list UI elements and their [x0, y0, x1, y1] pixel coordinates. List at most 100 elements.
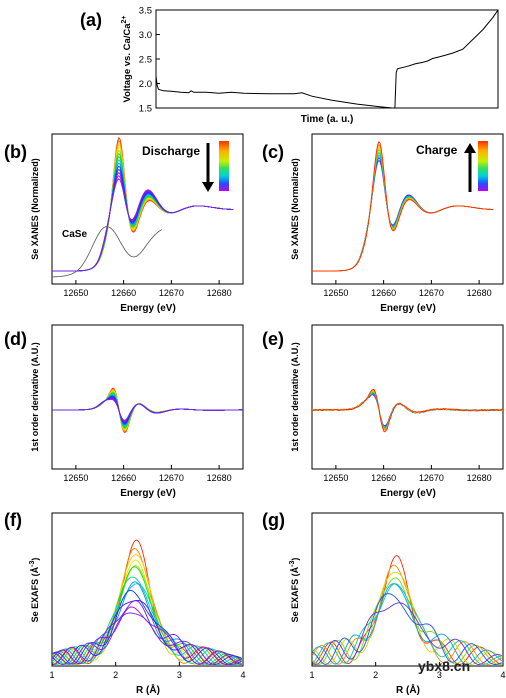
x-axis-label-c: Energy (eV) — [380, 303, 436, 314]
y-axis-label-e: 1st order derivative (A.U.) — [290, 342, 300, 452]
spectrum-b-4 — [52, 149, 234, 272]
arrow-down-icon — [202, 143, 214, 192]
y-axis-label-g-close: ) — [290, 558, 300, 561]
exafs-f-11 — [52, 600, 242, 665]
spectrum-c-7 — [312, 140, 494, 272]
color-scale-bar-b — [219, 141, 229, 191]
watermark: ybx8.cn — [418, 658, 470, 674]
x-tick-label-c-0: 12650 — [323, 288, 348, 298]
exafs-f-13 — [52, 612, 242, 665]
x-axis-label-d: Energy (eV) — [120, 488, 176, 499]
x-axis-label-a: Time (a. u.) — [301, 114, 354, 125]
y-tick-label-a-1: 2.0 — [139, 79, 152, 90]
x-tick-label-d-0: 12650 — [63, 473, 88, 483]
y-axis-ticks-a: 1.5 2.0 2.5 3.0 3.5 — [139, 6, 160, 115]
y-axis-label-f-main: Se EXAFS (Å — [30, 566, 40, 622]
voltage-line-a-1 — [407, 10, 498, 67]
exafs-g-6 — [312, 593, 502, 665]
panel-f: (f) 1 2 3 4 R (Å) Se EXAFS (Å-3) — [4, 510, 246, 696]
x-tick-label-f-3: 4 — [240, 670, 245, 680]
y-axis-label-f: Se EXAFS (Å-3) — [29, 558, 40, 623]
x-tick-label-b-3: 12680 — [207, 288, 232, 298]
x-tick-label-g-3: 4 — [500, 670, 505, 680]
voltage-line-a-0 — [156, 65, 408, 108]
x-tick-label-e-3: 12680 — [467, 473, 492, 483]
exafs-spectra-g — [312, 555, 503, 665]
x-tick-label-f-0: 1 — [49, 670, 54, 680]
x-tick-label-e-0: 12650 — [323, 473, 348, 483]
y-tick-label-a-0: 1.5 — [139, 104, 152, 115]
plot-frame-b — [51, 133, 244, 285]
panel-e: (e) 12650 12660 12670 12680 Energy (eV) 1st… — [262, 324, 504, 499]
derivative-spectra-e — [312, 388, 503, 433]
panel-label-b: (b) — [4, 142, 27, 162]
exafs-g-7 — [312, 602, 502, 665]
y-axis-label-f-sup: -3 — [29, 561, 36, 567]
x-tick-label-e-1: 12660 — [371, 473, 396, 483]
exafs-f-10 — [52, 599, 242, 665]
panel-label-e: (e) — [262, 329, 284, 349]
panel-a: (a) 1.5 2.0 2.5 3.0 3.5 Time (a. u.) Voltage… — [80, 6, 499, 125]
spectrum-b-9 — [52, 165, 234, 272]
exafs-spectra-f — [52, 539, 242, 665]
exafs-g-2 — [312, 571, 503, 665]
spectrum-b-8 — [52, 162, 234, 272]
x-tick-label-g-1: 2 — [373, 670, 378, 680]
spectrum-c-3 — [312, 151, 494, 272]
derivative-e-7 — [312, 388, 503, 433]
exafs-f-7 — [52, 583, 242, 665]
exafs-f-9 — [52, 589, 242, 665]
exafs-g-4 — [312, 583, 502, 665]
exafs-f-5 — [52, 566, 242, 665]
panel-label-d: (d) — [4, 329, 27, 349]
panel-label-a: (a) — [80, 10, 102, 30]
x-tick-label-f-2: 3 — [177, 670, 182, 680]
x-axis-ticks-c: 12650 12660 12670 12680 — [323, 280, 492, 298]
spectrum-c-1 — [312, 156, 494, 272]
xanes-spectra-b — [52, 136, 234, 278]
legend-title-b: Discharge — [142, 144, 200, 158]
x-axis-ticks-e: 12650 12660 12670 12680 — [323, 465, 492, 483]
x-tick-label-g-0: 1 — [309, 670, 314, 680]
x-tick-label-b-2: 12670 — [159, 288, 184, 298]
y-tick-label-a-2: 2.5 — [139, 55, 152, 66]
x-tick-label-d-1: 12660 — [111, 473, 136, 483]
exafs-g-1 — [312, 564, 502, 665]
spectrum-b-12 — [52, 175, 234, 272]
exafs-g-0 — [312, 555, 502, 665]
voltage-series-a — [156, 10, 498, 108]
spectrum-c-4 — [312, 148, 494, 272]
spectrum-b-5 — [52, 152, 234, 272]
exafs-f-8 — [52, 581, 242, 665]
panel-label-f: (f) — [4, 510, 22, 530]
y-axis-label-a: Voltage vs. Ca/Ca2+ — [121, 15, 133, 102]
x-axis-label-f: R (Å) — [136, 683, 160, 696]
x-tick-label-c-1: 12660 — [371, 288, 396, 298]
x-tick-label-c-2: 12670 — [419, 288, 444, 298]
xanes-spectra-c — [312, 140, 494, 272]
x-tick-label-d-3: 12680 — [207, 473, 232, 483]
x-tick-label-b-1: 12660 — [111, 288, 136, 298]
plot-frame-e — [311, 324, 504, 470]
x-tick-label-f-1: 2 — [113, 670, 118, 680]
plot-frame-d — [51, 324, 244, 470]
derivative-d-13 — [52, 398, 243, 421]
y-axis-label-d: 1st order derivative (A.U.) — [30, 342, 40, 452]
x-tick-label-e-2: 12670 — [419, 473, 444, 483]
legend-title-c: Charge — [416, 143, 458, 157]
y-axis-label-c: Se XANES (Normalized) — [290, 158, 300, 260]
x-axis-ticks-b: 12650 12660 12670 12680 — [63, 280, 232, 298]
color-scale-bar-c — [478, 141, 488, 191]
y-axis-label-a-main: Voltage vs. Ca/Ca — [122, 23, 133, 103]
x-axis-label-b: Energy (eV) — [120, 303, 176, 314]
arrow-up-icon — [464, 143, 476, 192]
y-axis-label-b: Se XANES (Normalized) — [30, 158, 40, 260]
spectrum-b-13 — [52, 178, 234, 272]
y-tick-label-a-4: 3.5 — [139, 6, 152, 17]
panel-d: (d) 12650 12660 12670 12680 Energy (eV) 1st… — [4, 324, 244, 499]
reference-label-b: CaSe — [62, 229, 87, 240]
x-axis-ticks-f: 1 2 3 4 — [49, 662, 246, 680]
plot-frame-c — [311, 133, 504, 285]
y-axis-label-f-close: ) — [30, 558, 40, 561]
